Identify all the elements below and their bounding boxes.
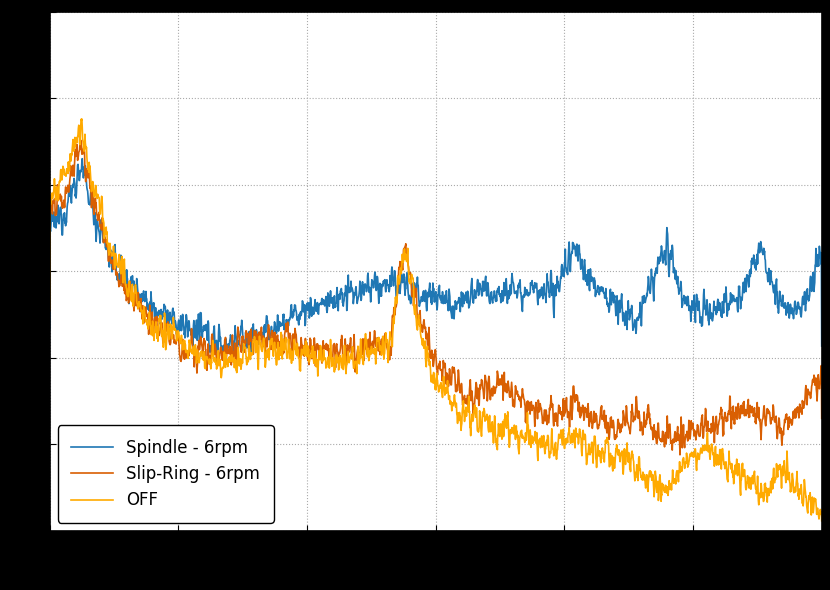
Spindle - 6rpm	[77, 155, 87, 162]
Slip-Ring - 6rpm	[400, 243, 410, 250]
Slip-Ring - 6rpm	[675, 451, 685, 458]
OFF	[77, 116, 87, 123]
Slip-Ring - 6rpm	[653, 419, 663, 427]
OFF	[400, 256, 410, 263]
OFF	[817, 517, 827, 525]
Spindle - 6rpm	[794, 304, 804, 312]
Spindle - 6rpm	[653, 257, 663, 264]
Slip-Ring - 6rpm	[45, 307, 55, 314]
Spindle - 6rpm	[45, 325, 55, 332]
OFF	[794, 486, 804, 493]
Spindle - 6rpm	[795, 304, 805, 311]
Spindle - 6rpm	[400, 285, 410, 292]
OFF	[421, 353, 431, 360]
Slip-Ring - 6rpm	[795, 403, 805, 410]
Line: OFF: OFF	[50, 119, 822, 521]
OFF	[45, 305, 55, 312]
Legend: Spindle - 6rpm, Slip-Ring - 6rpm, OFF: Spindle - 6rpm, Slip-Ring - 6rpm, OFF	[58, 425, 274, 523]
OFF	[85, 168, 95, 175]
Slip-Ring - 6rpm	[421, 324, 431, 331]
Line: Slip-Ring - 6rpm: Slip-Ring - 6rpm	[50, 140, 822, 455]
OFF	[794, 486, 804, 493]
Spindle - 6rpm	[85, 200, 95, 207]
Slip-Ring - 6rpm	[794, 401, 804, 408]
Slip-Ring - 6rpm	[85, 175, 95, 182]
Line: Spindle - 6rpm: Spindle - 6rpm	[50, 159, 822, 355]
Slip-Ring - 6rpm	[76, 137, 85, 144]
Spindle - 6rpm	[421, 290, 431, 297]
OFF	[653, 478, 663, 485]
Spindle - 6rpm	[246, 351, 256, 358]
Spindle - 6rpm	[817, 342, 827, 349]
Slip-Ring - 6rpm	[817, 415, 827, 422]
